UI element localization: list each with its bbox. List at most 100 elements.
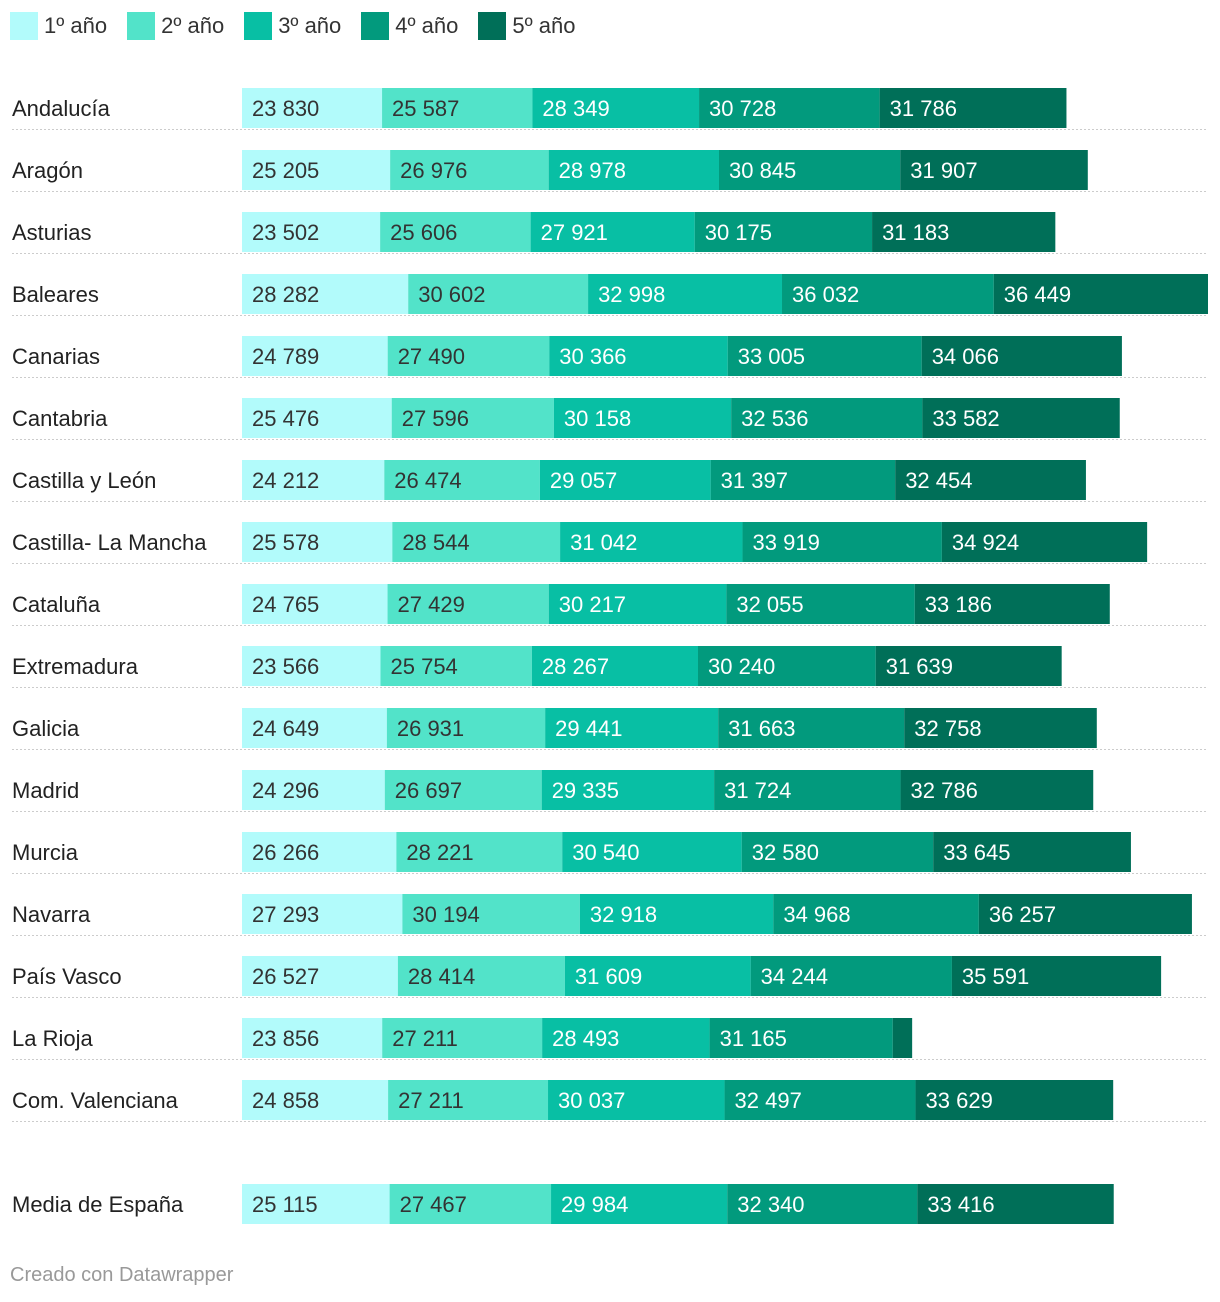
- bar-segment: [697, 646, 876, 686]
- bar-value-label: 24 858: [252, 1088, 319, 1113]
- bar-segment: [914, 584, 1110, 624]
- row-label: Aragón: [12, 158, 83, 183]
- bar-segment: [382, 1018, 543, 1058]
- bar-segment: [242, 646, 381, 686]
- bar-value-label: 28 544: [402, 530, 469, 555]
- bar-value-label: 30 728: [709, 96, 776, 121]
- bar-segment: [718, 708, 905, 748]
- bar-value-label: 28 349: [542, 96, 609, 121]
- bar-segment: [542, 1018, 710, 1058]
- bar-value-label: 31 907: [910, 158, 977, 183]
- bar-segment: [579, 894, 774, 934]
- bar-segment: [388, 1080, 549, 1120]
- row-label: Castilla y León: [12, 468, 156, 493]
- bar-value-label: 28 414: [408, 964, 475, 989]
- bar-value-label: 32 580: [752, 840, 819, 865]
- bar-value-label: 25 578: [252, 530, 319, 555]
- legend-label-year-2: 2º año: [161, 13, 225, 38]
- bar-value-label: 31 042: [570, 530, 637, 555]
- bar-value-label: 30 540: [572, 840, 639, 865]
- bar-segment: [773, 894, 979, 934]
- bar-value-label: 33 416: [927, 1192, 994, 1217]
- bar-value-label: 25 587: [392, 96, 459, 121]
- row-label: Andalucía: [12, 96, 111, 121]
- bar-segment: [915, 1080, 1114, 1120]
- bar-segment: [782, 274, 994, 314]
- bar-segment: [588, 274, 783, 314]
- row-label: Com. Valenciana: [12, 1088, 179, 1113]
- bar-value-label: 28 282: [252, 282, 319, 307]
- bar-value-label: 35 591: [962, 964, 1029, 989]
- legend-swatch-year-3: [244, 12, 273, 40]
- bar-value-label: 30 217: [559, 592, 626, 617]
- bar-segment: [384, 460, 540, 500]
- row-label: Media de España: [12, 1192, 184, 1217]
- bar-segment: [741, 832, 934, 872]
- bar-value-label: 34 924: [952, 530, 1019, 555]
- bar-value-label: 32 998: [598, 282, 665, 307]
- bar-value-label: 33 629: [926, 1088, 993, 1113]
- bar-segment: [993, 274, 1208, 314]
- bar-value-label: 26 474: [394, 468, 461, 493]
- bar-value-label: 24 296: [252, 778, 319, 803]
- bar-segment: [402, 894, 580, 934]
- bar-segment: [387, 584, 549, 624]
- bar-segment: [242, 832, 397, 872]
- bar-value-label: 27 293: [252, 902, 319, 927]
- bar-segment: [242, 894, 403, 934]
- bar-segment: [387, 336, 550, 376]
- bar-value-label: 26 266: [252, 840, 319, 865]
- bar-segment: [532, 88, 700, 128]
- bar-value-label: 34 244: [761, 964, 828, 989]
- bar-value-label: 28 221: [406, 840, 473, 865]
- bar-segment: [694, 212, 873, 252]
- bar-value-label: 27 467: [400, 1192, 467, 1217]
- bar-value-label: 30 194: [412, 902, 479, 927]
- bar-segment: [386, 708, 546, 748]
- bar-segment: [978, 894, 1192, 934]
- bar-segment: [548, 150, 719, 190]
- bar-segment: [242, 522, 393, 562]
- bar-segment: [382, 88, 533, 128]
- bar-value-label: 32 536: [741, 406, 808, 431]
- bar-value-label: 32 055: [736, 592, 803, 617]
- bar-value-label: 33 582: [932, 406, 999, 431]
- bar-value-label: 23 566: [252, 654, 319, 679]
- bar-segment: [900, 150, 1088, 190]
- bar-value-label: 30 158: [564, 406, 631, 431]
- bar-segment: [718, 150, 901, 190]
- bar-segment: [726, 584, 915, 624]
- bar-segment: [531, 646, 698, 686]
- bar-value-label: 31 663: [728, 716, 795, 741]
- bar-segment: [242, 460, 385, 500]
- bar-value-label: 27 596: [402, 406, 469, 431]
- bar-value-label: 28 978: [559, 158, 626, 183]
- bar-segment: [397, 956, 565, 996]
- bar-segment: [549, 336, 728, 376]
- row-label: Cantabria: [12, 406, 108, 431]
- bar-value-label: 25 606: [390, 220, 457, 245]
- row-label: Cataluña: [12, 592, 101, 617]
- bar-value-label: 27 211: [392, 1026, 458, 1051]
- bar-value-label: 26 527: [252, 964, 319, 989]
- row-label: Madrid: [12, 778, 79, 803]
- bar-value-label: 27 211: [398, 1088, 464, 1113]
- row-label: Asturias: [12, 220, 91, 245]
- bar-segment: [933, 832, 1131, 872]
- bar-segment: [391, 398, 554, 438]
- bar-segment: [941, 522, 1148, 562]
- bar-value-label: 36 032: [792, 282, 859, 307]
- bar-segment: [872, 212, 1056, 252]
- row-label: Canarias: [12, 344, 100, 369]
- bar-value-label: 24 649: [252, 716, 319, 741]
- legend-item-year-4: 4º año: [361, 12, 458, 40]
- legend-item-year-1: 1º año: [10, 12, 107, 40]
- bar-segment: [553, 398, 732, 438]
- bar-value-label: 27 429: [398, 592, 465, 617]
- bar-segment: [390, 150, 549, 190]
- bar-segment: [904, 708, 1097, 748]
- bar-segment: [709, 1018, 893, 1058]
- bar-value-label: 31 183: [882, 220, 949, 245]
- bar-segment: [699, 88, 880, 128]
- bar-segment: [750, 956, 952, 996]
